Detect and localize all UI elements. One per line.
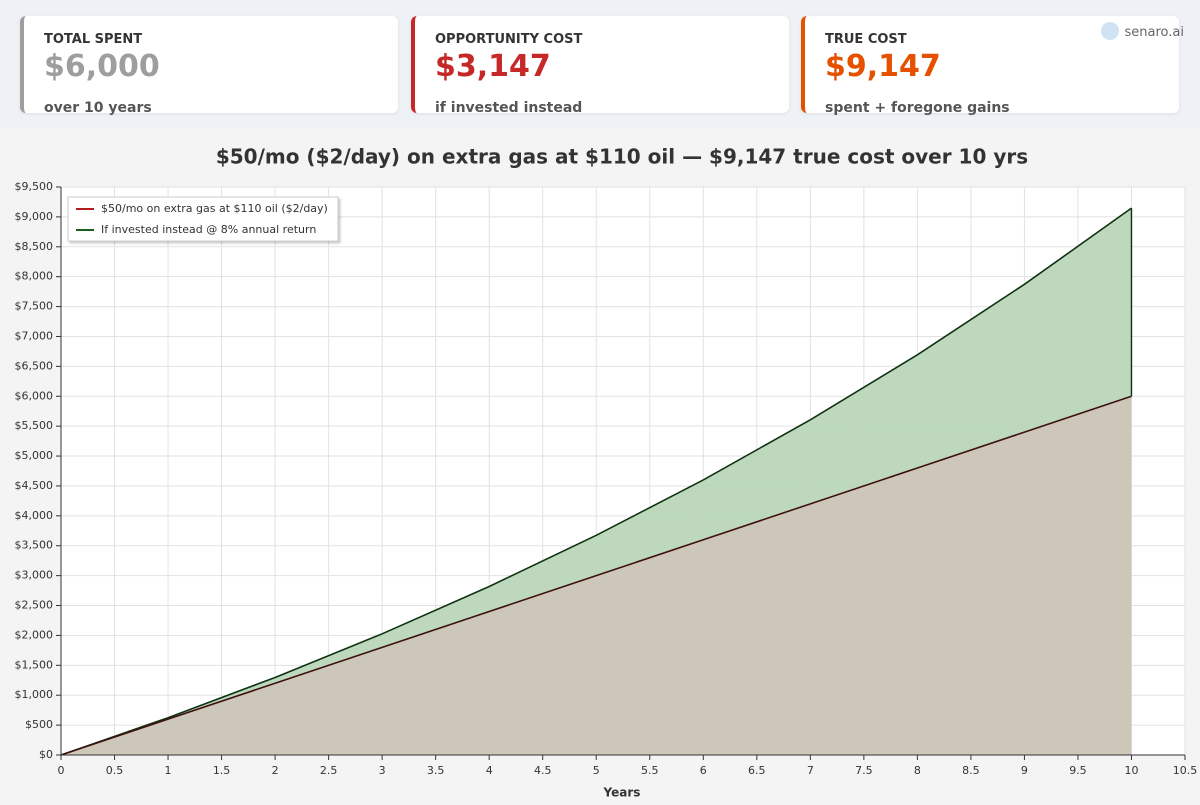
y-tick-label: $2,000	[15, 628, 54, 641]
card-value: $6,000	[44, 49, 160, 84]
summary-cards: TOTAL SPENT $6,000 over 10 years OPPORTU…	[0, 0, 1200, 128]
series-line	[60, 207, 1132, 756]
x-tick-label: 1	[165, 764, 172, 777]
x-tick-label: 7	[807, 764, 814, 777]
legend-box	[67, 196, 339, 242]
x-tick-label: 2.5	[320, 764, 338, 777]
x-tick-label: 6	[700, 764, 707, 777]
y-tick-label: $8,000	[15, 270, 54, 283]
y-tick-label: $5,000	[15, 449, 54, 462]
x-tick-label: 8	[914, 764, 921, 777]
x-tick-label: 3.5	[427, 764, 445, 777]
x-tick-label: 8.5	[962, 764, 980, 777]
y-tick-label: $5,500	[15, 419, 54, 432]
card-label: TOTAL SPENT	[44, 32, 143, 47]
y-tick-label: $1,000	[15, 688, 54, 701]
y-tick-label: $8,500	[15, 240, 54, 253]
x-tick-label: 7.5	[855, 764, 873, 777]
y-tick-label: $6,500	[15, 359, 54, 372]
y-tick-label: $4,500	[15, 479, 54, 492]
x-axis-label: Years	[603, 786, 641, 800]
x-tick-label: 2	[272, 764, 279, 777]
x-tick-label: 10	[1124, 764, 1138, 777]
x-tick-label: 10.5	[1173, 764, 1198, 777]
brand[interactable]: senaro.ai	[1100, 22, 1184, 40]
brand-icon	[1100, 22, 1119, 40]
card-value: $3,147	[435, 49, 551, 84]
y-tick-label: $7,500	[15, 300, 54, 313]
y-tick-label: $9,000	[15, 210, 54, 223]
series-line	[60, 395, 1132, 756]
card-sub: if invested instead	[435, 100, 583, 116]
y-tick-label: $3,500	[15, 539, 54, 552]
x-tick-label: 0	[58, 764, 65, 777]
x-tick-label: 5.5	[641, 764, 659, 777]
y-tick-label: $0	[39, 748, 53, 761]
y-tick-label: $4,000	[15, 509, 54, 522]
chart: $50/mo ($2/day) on extra gas at $110 oil…	[0, 128, 1200, 805]
card: OPPORTUNITY COST $3,147 if invested inst…	[411, 16, 789, 116]
brand-text: senaro.ai	[1124, 25, 1184, 40]
legend-label: If invested instead @ 8% annual return	[101, 223, 316, 236]
y-tick-label: $2,500	[15, 599, 54, 612]
x-tick-label: 4	[486, 764, 493, 777]
x-tick-label: 1.5	[213, 764, 231, 777]
card-sub: spent + foregone gains	[825, 100, 1010, 116]
y-tick-label: $3,000	[15, 569, 54, 582]
y-tick-label: $7,000	[15, 329, 54, 342]
y-tick-label: $500	[25, 718, 53, 731]
x-tick-label: 5	[593, 764, 600, 777]
x-tick-label: 6.5	[748, 764, 766, 777]
x-tick-label: 3	[379, 764, 386, 777]
card-sub: over 10 years	[44, 100, 152, 116]
chart-title: $50/mo ($2/day) on extra gas at $110 oil…	[216, 145, 1028, 169]
y-tick-label: $1,500	[15, 658, 54, 671]
x-tick-label: 0.5	[106, 764, 124, 777]
legend: $50/mo on extra gas at $110 oil ($2/day)…	[67, 196, 339, 242]
x-tick-label: 9.5	[1069, 764, 1087, 777]
y-tick-label: $9,500	[15, 180, 54, 193]
card-label: TRUE COST	[825, 32, 907, 47]
x-tick-label: 4.5	[534, 764, 552, 777]
card: TOTAL SPENT $6,000 over 10 years	[20, 16, 398, 116]
card-label: OPPORTUNITY COST	[435, 32, 583, 47]
y-tick-label: $6,000	[15, 389, 54, 402]
legend-label: $50/mo on extra gas at $110 oil ($2/day)	[101, 202, 328, 215]
card-value: $9,147	[825, 49, 941, 84]
x-tick-label: 9	[1021, 764, 1028, 777]
